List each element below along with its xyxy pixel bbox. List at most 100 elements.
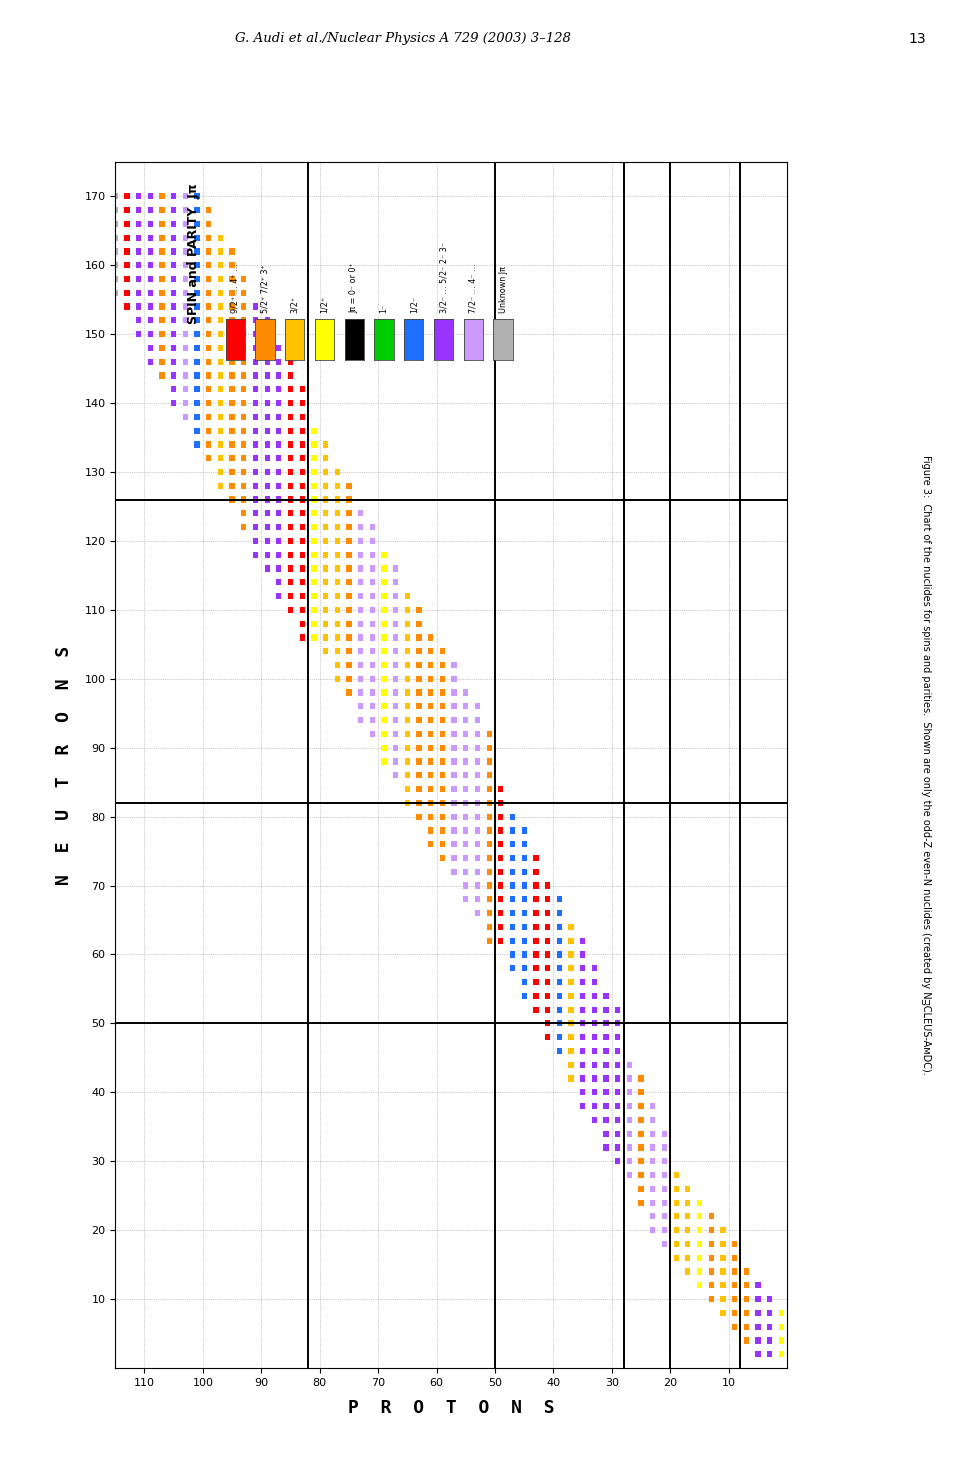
Bar (241, 387, 247, 393)
Bar (615, 1034, 620, 1040)
Bar (756, 1324, 760, 1330)
Bar (674, 1199, 679, 1206)
Bar (101, 234, 107, 241)
Bar (335, 552, 340, 558)
Bar (650, 1199, 656, 1206)
Bar (638, 1186, 644, 1192)
Bar (487, 869, 492, 875)
Bar (288, 482, 293, 488)
Bar (288, 565, 293, 572)
Bar (498, 896, 503, 902)
Bar (451, 731, 457, 737)
Bar (136, 318, 141, 324)
Bar (604, 1131, 609, 1137)
Bar (510, 937, 516, 944)
Bar (428, 690, 433, 696)
Bar (171, 262, 177, 268)
Bar (182, 344, 188, 352)
Bar (393, 690, 398, 696)
Bar (779, 1337, 784, 1343)
Bar (311, 538, 317, 544)
Bar (638, 1089, 644, 1096)
Bar (440, 759, 445, 765)
Bar (650, 1103, 656, 1109)
Bar (370, 606, 375, 613)
Bar (732, 1268, 737, 1275)
Bar (510, 841, 516, 847)
Bar (487, 911, 492, 916)
Bar (347, 662, 351, 668)
Text: 5/2⁺ 7/2⁺ 3⁺: 5/2⁺ 7/2⁺ 3⁺ (260, 265, 270, 313)
Bar (323, 455, 328, 462)
Bar (650, 1116, 656, 1122)
Bar (487, 786, 492, 793)
Bar (685, 1255, 690, 1261)
Bar (206, 262, 211, 268)
Bar (241, 413, 247, 419)
Bar (229, 359, 234, 365)
Bar (182, 387, 188, 393)
Bar (463, 869, 468, 875)
Bar (557, 978, 562, 986)
Bar (475, 841, 480, 847)
Bar (708, 1227, 714, 1233)
Bar (568, 993, 574, 999)
Bar (229, 331, 234, 337)
Bar (89, 193, 94, 200)
Bar (604, 993, 609, 999)
Bar (171, 290, 177, 296)
Bar (288, 469, 293, 475)
Bar (732, 1324, 737, 1330)
Bar (417, 759, 421, 765)
Bar (229, 455, 234, 462)
Bar (767, 1352, 772, 1358)
Bar (252, 469, 258, 475)
Bar (288, 400, 293, 406)
Bar (276, 413, 281, 419)
Bar (358, 649, 363, 655)
Bar (182, 262, 188, 268)
Bar (194, 441, 200, 447)
Bar (557, 952, 562, 958)
Bar (148, 303, 153, 310)
Bar (171, 277, 177, 282)
Bar (194, 290, 200, 296)
Bar (218, 387, 223, 393)
Bar (148, 318, 153, 324)
Bar (591, 1075, 597, 1081)
Bar (265, 469, 270, 475)
Bar (206, 455, 211, 462)
Bar (358, 538, 363, 544)
Bar (159, 331, 164, 337)
Bar (265, 524, 270, 530)
Bar (417, 662, 421, 668)
Bar (708, 1283, 714, 1289)
Bar (112, 234, 118, 241)
Bar (521, 883, 527, 888)
Bar (440, 786, 445, 793)
Bar (252, 344, 258, 352)
Text: Figure 3:  Chart of the nuclides for spins and parities.  Shown are only the odd: Figure 3: Chart of the nuclides for spin… (922, 455, 931, 1075)
Bar (417, 731, 421, 737)
Bar (358, 703, 363, 709)
Bar (136, 290, 141, 296)
Bar (428, 841, 433, 847)
Bar (417, 649, 421, 655)
Bar (451, 744, 457, 750)
Bar (136, 262, 141, 268)
Bar (358, 621, 363, 627)
Bar (428, 662, 433, 668)
Bar (288, 580, 293, 585)
Bar (206, 413, 211, 419)
Bar (300, 538, 305, 544)
Bar (568, 1006, 574, 1012)
Bar (510, 952, 516, 958)
Bar (534, 993, 539, 999)
Bar (300, 455, 305, 462)
Bar (428, 675, 433, 683)
Bar (323, 538, 328, 544)
Bar (498, 827, 503, 834)
Bar (451, 786, 457, 793)
Bar (720, 1242, 726, 1247)
Bar (534, 883, 539, 888)
